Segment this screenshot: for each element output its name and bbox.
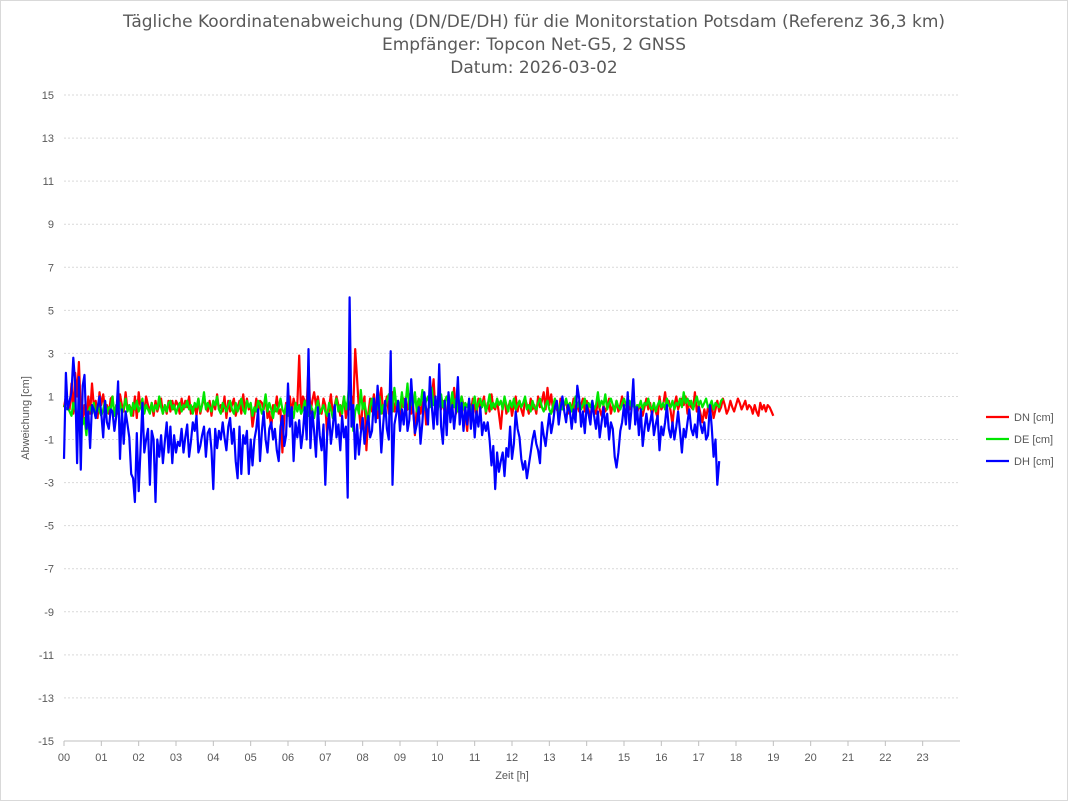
x-tick-label: 14 bbox=[581, 752, 593, 764]
x-tick-label: 00 bbox=[58, 752, 70, 764]
chart-title: Tägliche Koordinatenabweichung (DN/DE/DH… bbox=[122, 12, 946, 32]
x-tick-label: 15 bbox=[618, 752, 630, 764]
series-line-dh bbox=[62, 296, 721, 504]
x-tick-label: 16 bbox=[655, 752, 667, 764]
x-tick-label: 21 bbox=[842, 752, 854, 764]
legend: DN [cm] DE [cm] DH [cm] bbox=[986, 412, 1054, 468]
chart-subtitle-date: Datum: 2026-03-02 bbox=[450, 58, 618, 78]
y-tick-label: 5 bbox=[48, 305, 54, 317]
y-tick-label: -3 bbox=[44, 478, 54, 490]
series-lines bbox=[62, 296, 775, 504]
x-tick-label: 11 bbox=[469, 752, 480, 764]
y-axis-ticks: 15 13 11 9 7 5 3 1 -1 -3 -5 -7 -9 -11 -13 -15 bbox=[38, 90, 54, 748]
x-tick-label: 04 bbox=[207, 752, 219, 764]
x-tick-label: 17 bbox=[693, 752, 705, 764]
y-tick-label: -15 bbox=[38, 736, 54, 748]
x-tick-label: 18 bbox=[730, 752, 742, 764]
series-line-de bbox=[62, 376, 724, 437]
legend-label: DH [cm] bbox=[1014, 456, 1054, 468]
y-tick-label: 9 bbox=[48, 219, 54, 231]
y-tick-label: -9 bbox=[44, 607, 54, 619]
x-tick-label: 19 bbox=[767, 752, 779, 764]
x-tick-label: 03 bbox=[170, 752, 182, 764]
y-tick-label: 11 bbox=[43, 176, 54, 188]
y-tick-label: 13 bbox=[42, 133, 54, 145]
x-tick-label: 01 bbox=[95, 752, 107, 764]
x-tick-label: 06 bbox=[282, 752, 294, 764]
x-tick-label: 23 bbox=[917, 752, 929, 764]
y-tick-label: -13 bbox=[38, 693, 54, 705]
x-axis-ticks: 00 01 02 03 04 05 06 07 08 09 10 11 12 13 14 15 16 17 18 19… bbox=[58, 741, 929, 764]
x-tick-label: 08 bbox=[357, 752, 369, 764]
legend-label: DN [cm] bbox=[1014, 412, 1054, 424]
gridlines bbox=[64, 94, 960, 699]
y-tick-label: 7 bbox=[48, 262, 54, 274]
x-tick-label: 12 bbox=[506, 752, 518, 764]
y-tick-label: -1 bbox=[44, 435, 54, 447]
x-tick-label: 05 bbox=[245, 752, 257, 764]
x-tick-label: 07 bbox=[319, 752, 331, 764]
x-tick-label: 22 bbox=[879, 752, 891, 764]
x-tick-label: 20 bbox=[805, 752, 817, 764]
y-tick-label: 1 bbox=[48, 391, 54, 403]
y-tick-label: -11 bbox=[39, 650, 54, 662]
legend-label: DE [cm] bbox=[1014, 434, 1053, 446]
y-tick-label: 15 bbox=[42, 90, 54, 102]
x-tick-label: 02 bbox=[133, 752, 145, 764]
y-tick-label: -5 bbox=[44, 521, 54, 533]
y-tick-label: -7 bbox=[44, 564, 54, 576]
y-axis-title: Abweichung [cm] bbox=[20, 376, 32, 460]
x-tick-label: 13 bbox=[543, 752, 555, 764]
x-axis-title: Zeit [h] bbox=[495, 770, 529, 782]
chart-subtitle-receiver: Empfänger: Topcon Net-G5, 2 GNSS bbox=[381, 35, 687, 55]
x-tick-label: 10 bbox=[431, 752, 443, 764]
y-tick-label: 3 bbox=[48, 348, 54, 360]
x-tick-label: 09 bbox=[394, 752, 406, 764]
